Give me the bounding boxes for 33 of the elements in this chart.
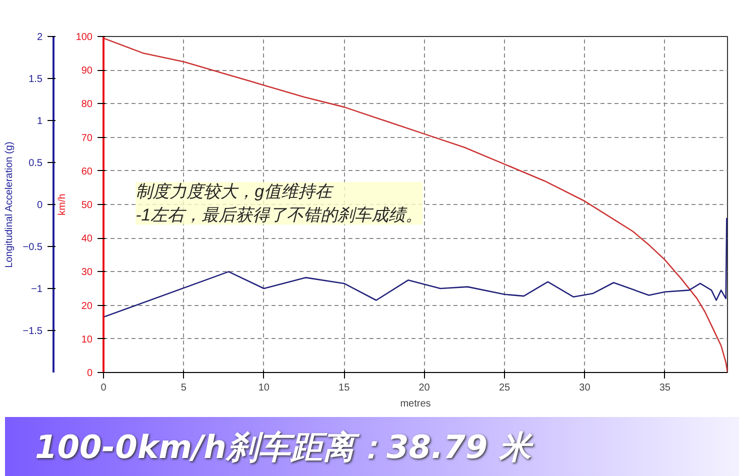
y-tick-label: 30 <box>81 267 93 278</box>
y-tick-label: 0 <box>86 368 93 379</box>
y-tick-label: 90 <box>81 66 93 77</box>
y-tick-label: 40 <box>81 234 93 245</box>
y2-tick-label: −1.5 <box>22 326 43 337</box>
y-tick-label: 10 <box>81 334 93 346</box>
x-tick-label: 5 <box>180 382 187 394</box>
y2-tick-label: 0 <box>36 200 43 211</box>
x-tick-label: 15 <box>338 382 350 394</box>
x-tick-label: 25 <box>498 382 511 394</box>
y2-tick-label: 1 <box>36 116 43 127</box>
x-tick-label: 20 <box>418 382 430 394</box>
y-tick-label: 20 <box>81 300 93 312</box>
x-tick-label: 10 <box>258 382 270 394</box>
y-tick-label: 70 <box>81 132 93 144</box>
y2-axis-title: Longitudinal Acceleration (g) <box>4 142 15 268</box>
x-tick-label: 35 <box>659 382 671 394</box>
annotation: 制度力度较大，g值维持在 -1左右，最后获得了不错的刹车成绩。 <box>136 182 423 225</box>
line-series <box>104 38 728 372</box>
x-tick-label: 0 <box>100 382 107 394</box>
y-tick-label: 60 <box>81 166 93 178</box>
y-tick-label: 50 <box>81 200 93 211</box>
x-axis-title: metres <box>400 398 431 410</box>
y2-tick-label: −0.5 <box>22 242 43 253</box>
text: 100-0km/h刹车距离：38.79 米 <box>35 427 531 468</box>
y-tick-label: 100 <box>76 32 93 43</box>
y2-tick-label: 1.5 <box>28 74 43 85</box>
y-axis-title: km/h <box>56 194 68 216</box>
y2-tick-label: 0.5 <box>28 158 43 169</box>
y2-tick-label: −1 <box>31 284 43 295</box>
x-tick-label: 30 <box>579 382 591 394</box>
y-tick-label: 80 <box>81 99 93 110</box>
y2-tick-label: 2 <box>36 32 43 43</box>
